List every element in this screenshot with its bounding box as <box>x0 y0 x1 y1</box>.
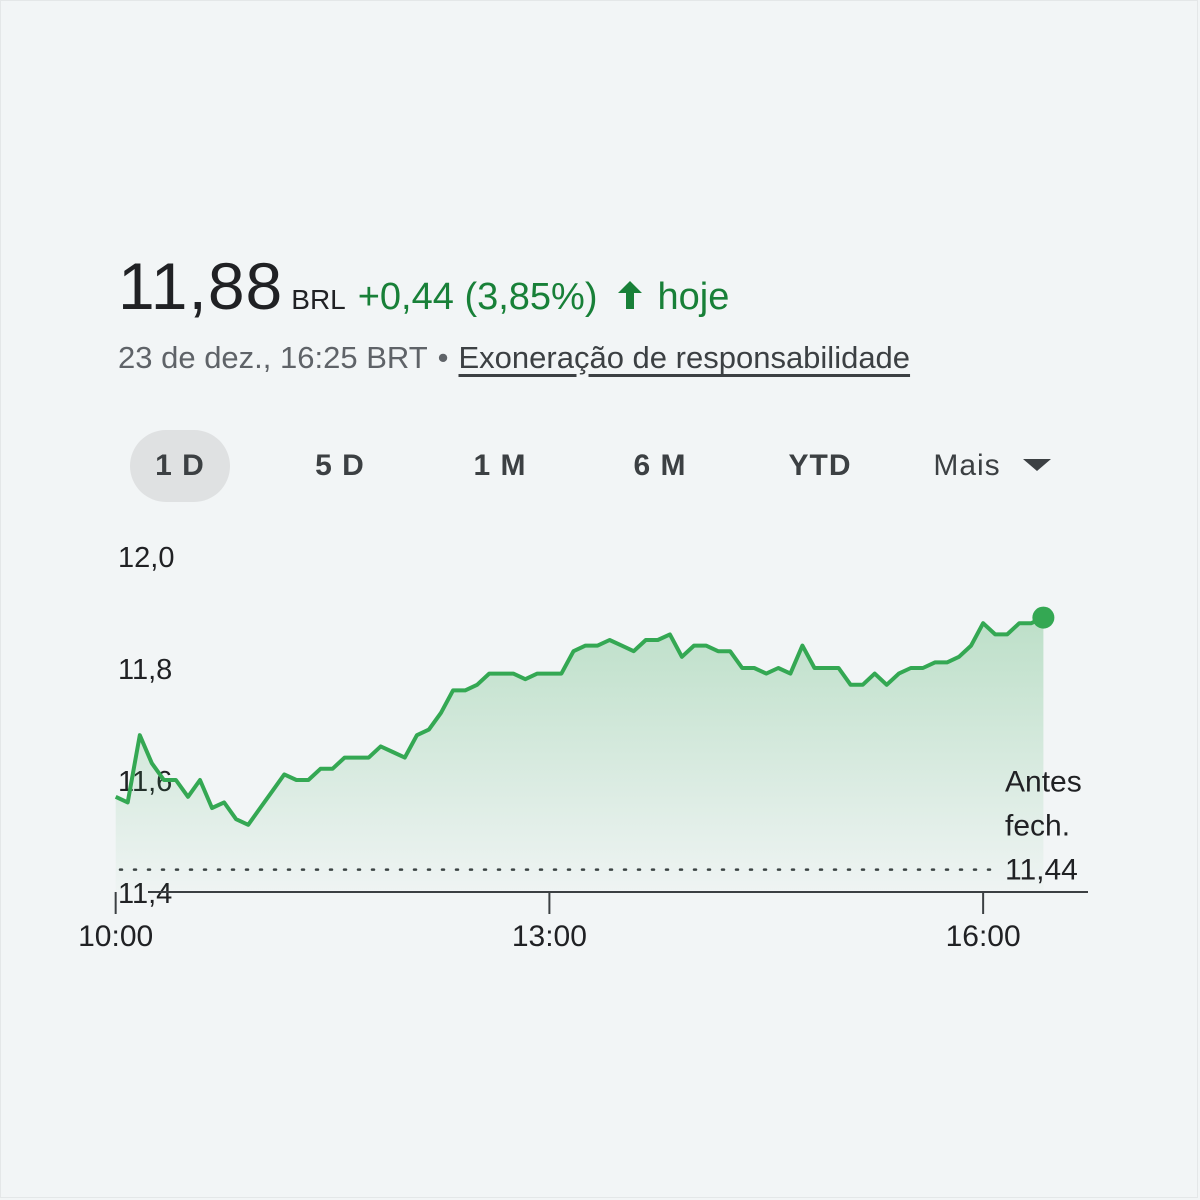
tab-more-label: Mais <box>933 449 1001 482</box>
disclaimer-link[interactable]: Exoneração de responsabilidade <box>458 340 911 375</box>
meta-separator: • <box>437 340 449 375</box>
price-line <box>114 615 1045 827</box>
tab-5d[interactable]: 5 D <box>315 449 365 482</box>
caret-down-icon <box>1022 459 1051 472</box>
tab-6m[interactable]: 6 M <box>633 449 687 482</box>
last-price-dot <box>1032 606 1055 629</box>
quote-header: 11,88 BRL +0,44 (3,85%) hoje <box>118 248 729 324</box>
quote-timestamp: 23 de dez., 16:25 BRT <box>118 340 428 375</box>
x-tick-label: 13:00 <box>512 920 587 953</box>
previous-close-value: 11,44 <box>1005 854 1078 887</box>
price-area-fill <box>115 617 1044 890</box>
x-tick-label: 16:00 <box>946 920 1021 953</box>
change-period: hoje <box>657 276 730 318</box>
tab-1d[interactable]: 1 D <box>130 430 230 502</box>
current-price: 11,88 <box>118 249 284 323</box>
range-tabs: 1 D 5 D 1 M 6 M YTD Mais <box>0 430 1200 504</box>
tab-1m[interactable]: 1 M <box>473 449 527 482</box>
y-tick-label: 12,0 <box>118 542 174 574</box>
arrow-up-icon <box>616 279 644 311</box>
tab-ytd[interactable]: YTD <box>788 449 852 482</box>
tab-more[interactable]: Mais <box>922 430 1062 502</box>
price-change: +0,44 (3,85%) <box>357 276 598 318</box>
previous-close-label: Antes <box>1005 766 1082 799</box>
previous-close-label-2: fech. <box>1005 810 1070 843</box>
y-tick-label: 11,8 <box>118 654 172 686</box>
x-axis-ticks: 10:00 13:00 16:00 <box>78 892 1021 953</box>
currency-code: BRL <box>291 284 346 315</box>
x-tick-label: 10:00 <box>78 920 153 953</box>
quote-meta: 23 de dez., 16:25 BRT • Exoneração de resp… <box>118 340 910 376</box>
